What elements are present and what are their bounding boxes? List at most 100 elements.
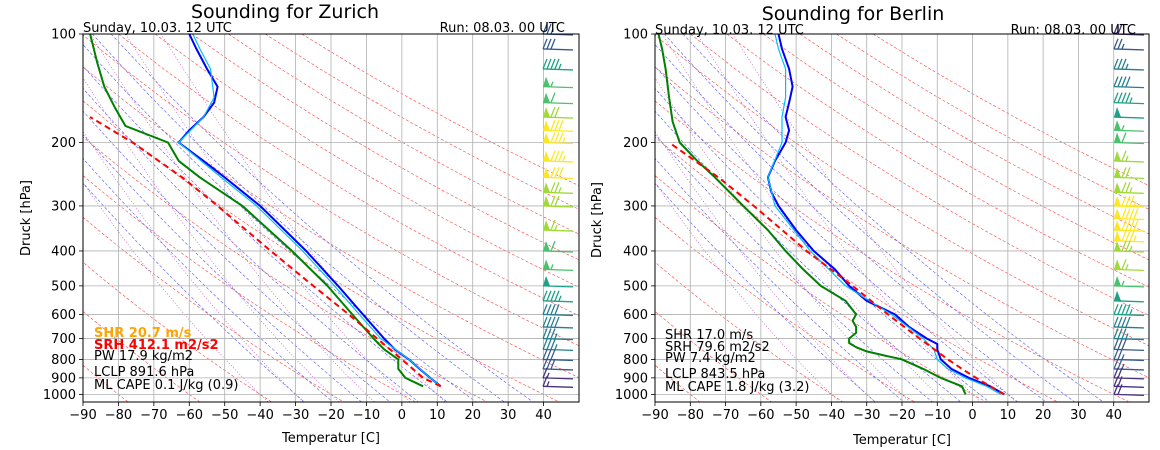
mixing-ratio-line — [125, 34, 411, 402]
x-tick-label: 20 — [464, 408, 481, 423]
wind-barb — [542, 275, 574, 288]
y-tick-label: 300 — [51, 199, 76, 214]
wind-barb — [542, 376, 574, 388]
dry-adiabat-line — [655, 136, 1058, 402]
wind-barb — [542, 38, 574, 51]
wind-barb — [1113, 339, 1145, 351]
wind-barb — [1113, 76, 1145, 89]
dry-adiabat-line — [83, 364, 129, 402]
moist-adiabat-line — [83, 44, 476, 402]
wind-barb — [1113, 132, 1145, 145]
berlin-shr-text: SHR 17.0 m/s — [665, 328, 753, 343]
x-tick-label: 40 — [535, 408, 552, 423]
zurich-title: Sounding for Zurich — [191, 1, 379, 23]
x-tick-label: −50 — [782, 408, 809, 423]
dry-adiabat-line — [799, 34, 1149, 235]
wind-barb — [1113, 367, 1145, 380]
dry-adiabat-line — [228, 34, 579, 235]
x-tick-label: −80 — [105, 408, 132, 423]
wind-barb — [1113, 240, 1145, 253]
moist-adiabat-line — [655, 87, 990, 402]
berlin-wind-barbs — [1113, 23, 1145, 397]
wind-barb — [1113, 107, 1145, 119]
wind-barb — [1113, 259, 1145, 272]
x-tick-label: 30 — [500, 408, 517, 423]
moist-adiabat-line — [83, 182, 305, 402]
moist-adiabat-line — [83, 65, 448, 402]
y-tick-label: 800 — [623, 353, 648, 368]
temperature-ref-line — [178, 34, 442, 387]
wind-barb — [542, 132, 574, 145]
mixing-ratio-line — [732, 34, 1017, 402]
wind-barb — [1113, 384, 1145, 397]
moist-adiabat-line — [655, 157, 904, 402]
x-tick-label: 20 — [1035, 408, 1052, 423]
y-tick-label: 500 — [51, 279, 76, 294]
temperature-line — [766, 34, 1005, 396]
wind-barb — [1113, 290, 1145, 303]
wind-barb — [1113, 182, 1145, 194]
mixing-ratio-line — [83, 131, 304, 402]
x-tick-label: 10 — [1000, 408, 1017, 423]
x-tick-label: −20 — [888, 408, 915, 423]
wind-barb — [542, 358, 574, 371]
x-tick-label: −90 — [69, 408, 96, 423]
dry-adiabat-line — [83, 100, 560, 402]
y-tick-label: 100 — [623, 28, 648, 43]
wind-barb — [1113, 316, 1145, 329]
wind-barb — [1113, 328, 1145, 341]
berlin-pw-text: PW 7.4 kg/m2 — [665, 351, 756, 366]
y-tick-label: 900 — [623, 371, 648, 386]
parcel-line — [668, 141, 1005, 396]
dry-adiabat-line — [836, 34, 1149, 210]
x-tick-label: −90 — [641, 408, 668, 423]
mixing-ratio-line — [655, 182, 840, 402]
y-tick-label: 200 — [623, 136, 648, 151]
x-tick-label: 10 — [429, 408, 446, 423]
moist-adiabat-line — [655, 44, 1047, 402]
parcel-line — [89, 116, 442, 388]
dry-adiabat-line — [655, 66, 1149, 379]
wind-barb — [542, 58, 574, 71]
zurich-pw-text: PW 17.9 kg/m2 — [94, 349, 193, 364]
dry-adiabat-line — [83, 136, 488, 402]
wind-barb — [1113, 376, 1145, 388]
x-tick-label: −70 — [140, 408, 167, 423]
wind-barb — [542, 182, 574, 194]
wind-barb — [542, 106, 574, 119]
wind-barb — [1113, 304, 1145, 317]
x-tick-label: −30 — [282, 408, 309, 423]
wind-barb — [1113, 275, 1145, 288]
zurich-srh-text: SRH 412.1 m2/s2 — [94, 338, 219, 353]
wind-barb — [542, 150, 574, 163]
x-tick-label: −60 — [176, 408, 203, 423]
y-tick-label: 700 — [623, 332, 648, 347]
x-tick-label: −60 — [747, 408, 774, 423]
wind-barb — [542, 259, 574, 272]
moist-adiabat-line — [83, 87, 419, 402]
wind-barb — [1113, 38, 1145, 51]
mixing-ratio-line — [697, 34, 981, 402]
wind-barb — [1113, 120, 1145, 132]
dry-adiabat-line — [191, 34, 579, 261]
berlin-sounding-panel: −90 −80 −70 −60 −50 −40 −30 −20 −10 0 10 20 30 40 100 2… — [590, 3, 1150, 448]
y-tick-label: 600 — [623, 308, 648, 323]
x-tick-label: −20 — [317, 408, 344, 423]
zurich-run-date-left: Sunday, 10.03. 12 UTC — [83, 21, 232, 36]
y-tick-label: 900 — [51, 371, 76, 386]
zurich-indices: SHR 20.7 m/s SRH 412.1 m2/s2 PW 17.9 kg/… — [94, 326, 239, 393]
y-tick-label: 600 — [51, 308, 76, 323]
x-tick-label: 30 — [1070, 408, 1087, 423]
zurich-y-axis-label: Druck [hPa] — [19, 180, 34, 256]
wind-barb — [1113, 208, 1145, 221]
x-tick-label: −80 — [677, 408, 704, 423]
y-tick-label: 200 — [51, 136, 76, 151]
y-tick-label: 500 — [623, 279, 648, 294]
wind-barb — [1113, 58, 1145, 71]
moist-adiabat-line — [663, 34, 1075, 402]
berlin-data-lines — [657, 34, 1005, 396]
berlin-run-date-right: Run: 08.03. 00 UTC — [1011, 23, 1136, 38]
wind-barb — [542, 76, 574, 89]
wind-barb — [542, 167, 574, 180]
wind-barb — [542, 304, 574, 317]
